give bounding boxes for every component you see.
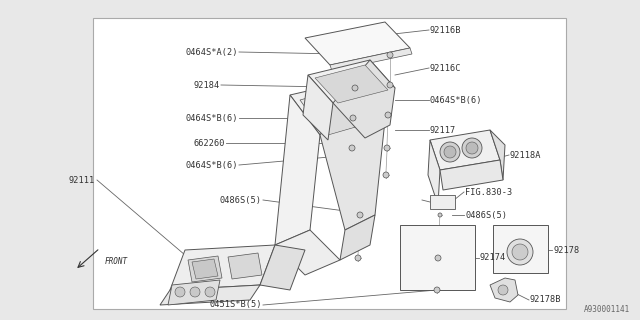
Polygon shape [260, 245, 305, 290]
Circle shape [440, 142, 460, 162]
Text: 0464S*B(6): 0464S*B(6) [186, 161, 238, 170]
Circle shape [507, 239, 533, 265]
Text: 92111: 92111 [68, 175, 95, 185]
Circle shape [352, 85, 358, 91]
Circle shape [175, 287, 185, 297]
Polygon shape [430, 130, 500, 170]
Bar [493, 225, 548, 273]
Polygon shape [333, 60, 395, 138]
Text: FRONT: FRONT [105, 258, 128, 267]
Polygon shape [315, 65, 388, 103]
Text: 92174: 92174 [480, 253, 506, 262]
Text: 0486S(5): 0486S(5) [220, 196, 262, 204]
Circle shape [205, 287, 215, 297]
Text: 92184: 92184 [194, 81, 220, 90]
Circle shape [355, 255, 361, 261]
Polygon shape [192, 259, 218, 279]
Polygon shape [320, 80, 385, 230]
Polygon shape [170, 245, 275, 290]
Polygon shape [160, 285, 260, 305]
Circle shape [357, 212, 363, 218]
Text: 0486S(5): 0486S(5) [465, 211, 507, 220]
Polygon shape [188, 256, 222, 282]
Bar [400, 225, 475, 290]
Text: 662260: 662260 [193, 139, 225, 148]
Bar [93, 18, 566, 309]
Circle shape [387, 52, 393, 58]
Text: FIG.830-3: FIG.830-3 [465, 188, 512, 196]
Text: 92116B: 92116B [430, 26, 461, 35]
Polygon shape [275, 95, 320, 245]
Circle shape [383, 172, 389, 178]
Text: 0451S*B(5): 0451S*B(5) [209, 300, 262, 309]
Circle shape [444, 146, 456, 158]
Circle shape [466, 142, 478, 154]
Text: 92117: 92117 [430, 125, 456, 134]
Polygon shape [440, 160, 503, 190]
Text: 92116C: 92116C [430, 63, 461, 73]
Text: 0464S*A(2): 0464S*A(2) [186, 47, 238, 57]
Polygon shape [428, 140, 440, 205]
Circle shape [190, 287, 200, 297]
Circle shape [384, 145, 390, 151]
Circle shape [512, 244, 528, 260]
Polygon shape [300, 87, 372, 135]
Polygon shape [308, 60, 395, 103]
Polygon shape [340, 215, 375, 260]
Circle shape [350, 115, 356, 121]
Circle shape [434, 287, 440, 293]
Circle shape [435, 255, 441, 261]
Text: 92178: 92178 [553, 245, 579, 254]
Circle shape [438, 213, 442, 217]
Circle shape [385, 112, 391, 118]
Polygon shape [330, 48, 412, 71]
Circle shape [462, 138, 482, 158]
Polygon shape [305, 22, 410, 65]
Circle shape [387, 82, 393, 88]
Polygon shape [228, 253, 262, 279]
Text: 0464S*B(6): 0464S*B(6) [186, 114, 238, 123]
Circle shape [498, 285, 508, 295]
Polygon shape [290, 80, 385, 135]
Polygon shape [490, 278, 518, 302]
Text: 92178B: 92178B [530, 295, 561, 305]
Polygon shape [168, 280, 220, 305]
Text: 92118A: 92118A [510, 150, 541, 159]
Polygon shape [275, 230, 340, 275]
Polygon shape [303, 75, 333, 140]
Polygon shape [490, 130, 505, 180]
Circle shape [349, 145, 355, 151]
Polygon shape [305, 92, 366, 135]
Text: A930001141: A930001141 [584, 306, 630, 315]
Bar [430, 195, 455, 209]
Text: 0464S*B(6): 0464S*B(6) [430, 95, 483, 105]
